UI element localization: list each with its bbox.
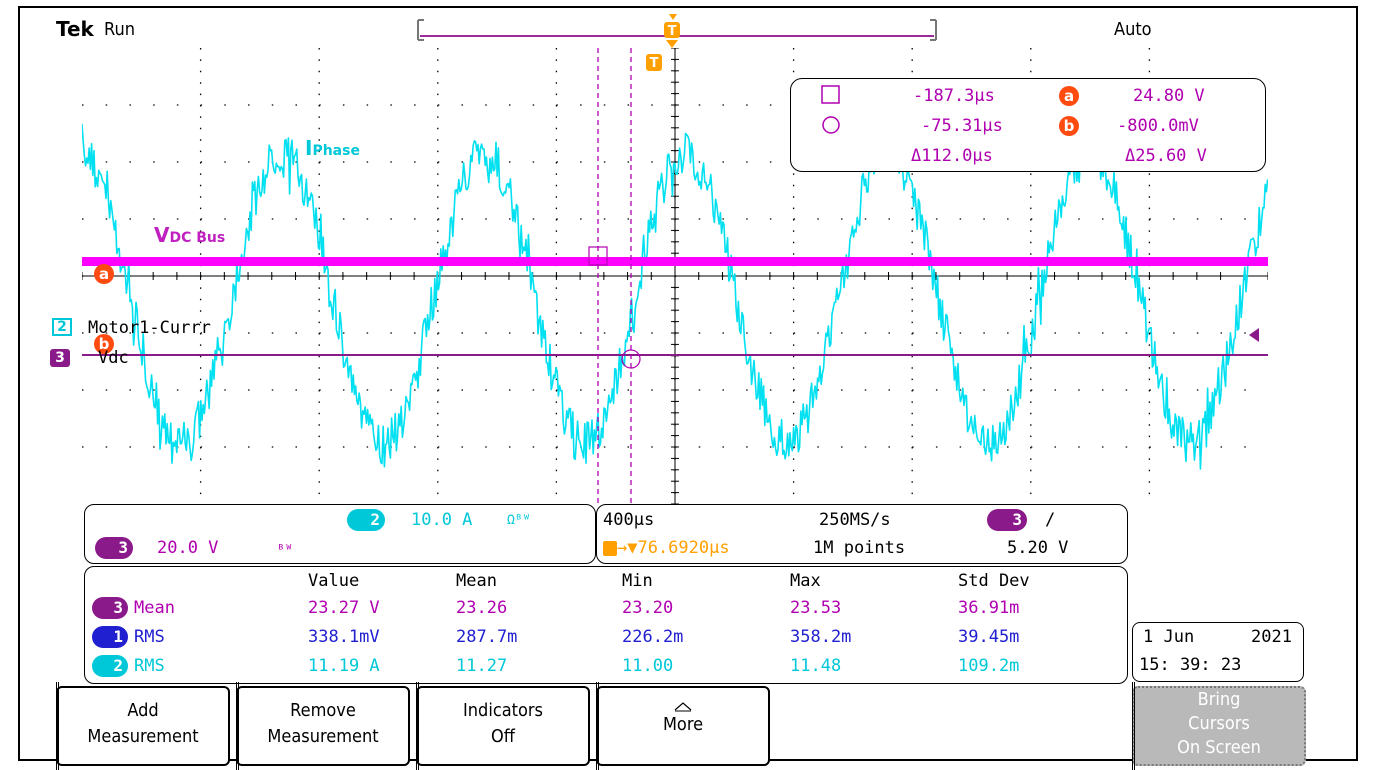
- remove-measurement-line1: Remove: [290, 700, 356, 721]
- ch2-scale[interactable]: 10.0 A: [411, 510, 473, 530]
- measurement-cell-mean: 11.27: [456, 656, 508, 676]
- bring-line2: Cursors: [1188, 713, 1250, 734]
- measurement-cell-mean: 287.7m: [456, 627, 518, 647]
- ch2-current-trace: [82, 123, 1268, 470]
- horizontal-scale[interactable]: 400μs: [603, 510, 655, 530]
- vdc-bus-label: VDC Bus: [154, 223, 226, 247]
- measurement-cell-std: 39.45m: [958, 627, 1020, 647]
- up-arrow-icon: [674, 702, 692, 712]
- measurement-cell-std: 36.91m: [958, 598, 1020, 618]
- ch2-badge[interactable]: 2: [347, 509, 385, 531]
- indicators-line2: Off: [491, 726, 515, 747]
- remove-measurement-button[interactable]: Remove Measurement: [236, 682, 410, 770]
- ch3-extra: ᴮᵂ: [277, 543, 293, 558]
- cursor-a-badge: a: [1059, 86, 1079, 106]
- measurement-header: Mean: [456, 571, 497, 591]
- timebase-panel: 400μs 250MS/s 3 / →▼76.6920μs 1M points …: [596, 504, 1128, 564]
- measurement-type: RMS: [134, 656, 165, 676]
- measurement-cell-mean: 23.26: [456, 598, 508, 618]
- measurement-cell-max: 23.53: [790, 598, 842, 618]
- measurement-channel-badge: 2: [92, 655, 128, 677]
- cursor-b-badge: b: [1059, 116, 1079, 136]
- square-cursor-icon: [821, 85, 840, 104]
- more-button[interactable]: More: [596, 682, 770, 770]
- trigger-marker: [646, 54, 662, 71]
- measurement-cell-max: 358.2m: [790, 627, 852, 647]
- ch2-extra: Ωᴮᵂ: [507, 513, 531, 528]
- bring-cursors-on-screen-button[interactable]: Bring Cursors On Screen: [1132, 682, 1306, 770]
- cursor-voltage-b: -800.0mV: [1117, 116, 1199, 136]
- indicators-button[interactable]: Indicators Off: [416, 682, 590, 770]
- trigger-level[interactable]: 5.20 V: [1007, 538, 1069, 558]
- channel-scale-panel: 2 10.0 A Ωᴮᵂ 3 20.0 V ᴮᵂ: [84, 504, 596, 564]
- ch2-ground-marker[interactable]: 2: [52, 318, 72, 336]
- trigger-slope-icon: /: [1045, 510, 1056, 530]
- measurements-panel: [84, 566, 1128, 684]
- measurement-type: Mean: [134, 598, 175, 618]
- cursor-delta-voltage: Δ25.60 V: [1125, 146, 1207, 166]
- measurement-header: Std Dev: [958, 571, 1030, 591]
- bring-line3: On Screen: [1177, 737, 1261, 758]
- acquisition-state: Run: [104, 19, 135, 40]
- ch3-ground-marker[interactable]: 3: [50, 349, 70, 367]
- brand-logo: Tek: [56, 17, 94, 41]
- more-label: More: [662, 714, 704, 735]
- datetime-panel: 1 Jun 2021 15: 39: 23: [1132, 622, 1304, 682]
- time: 15: 39: 23: [1139, 655, 1242, 675]
- measurement-header: Max: [790, 571, 821, 591]
- sample-rate: 250MS/s: [819, 510, 891, 530]
- add-measurement-line1: Add: [127, 700, 159, 721]
- iphase-label: IPhase: [305, 136, 360, 160]
- cursor-a-marker[interactable]: a: [94, 264, 114, 284]
- record-length: 1M points: [813, 538, 906, 558]
- measurement-cell-min: 226.2m: [622, 627, 684, 647]
- trigger-delay-icon: [603, 541, 617, 556]
- measurement-channel-badge: 1: [92, 626, 128, 648]
- trigger-position-icon: T: [664, 14, 680, 48]
- circle-cursor-icon: [822, 116, 840, 134]
- svg-text:T: T: [668, 24, 677, 39]
- measurement-cell-max: 11.48: [790, 656, 842, 676]
- cursor-time-2: -75.31μs: [921, 116, 1003, 136]
- ch2-name-label: Motor1-Currr: [88, 318, 211, 338]
- trigger-source-badge[interactable]: 3: [987, 509, 1027, 531]
- ch3-scale[interactable]: 20.0 V: [157, 538, 219, 558]
- cursor-readout-panel: -187.3μs -75.31μs Δ112.0μs a b 24.80 V -…: [790, 78, 1266, 172]
- measurement-cell-value: 338.1mV: [308, 627, 380, 647]
- measurement-cell-value: 23.27 V: [308, 598, 380, 618]
- cursor-circle-marker: [621, 349, 641, 369]
- add-measurement-line2: Measurement: [87, 726, 199, 747]
- cursor-voltage-a: 24.80 V: [1133, 86, 1205, 106]
- measurement-header: Min: [622, 571, 653, 591]
- trigger-delay[interactable]: →▼76.6920μs: [617, 538, 730, 558]
- measurement-type: RMS: [134, 627, 165, 647]
- cursor-b-marker[interactable]: b: [94, 334, 114, 354]
- measurement-cell-std: 109.2m: [958, 656, 1020, 676]
- measurement-header: Value: [308, 571, 360, 591]
- ch3-vdc-trace: [82, 257, 1268, 266]
- trigger-mode: Auto: [1114, 19, 1152, 40]
- cursor-delta-time: Δ112.0μs: [911, 146, 993, 166]
- trigger-level-icon: [1249, 328, 1259, 342]
- trigger-marker-label: T: [650, 56, 659, 71]
- measurement-cell-min: 23.20: [622, 598, 674, 618]
- measurement-cell-value: 11.19 A: [308, 656, 380, 676]
- bring-line1: Bring: [1197, 689, 1241, 710]
- remove-measurement-line2: Measurement: [267, 726, 379, 747]
- ch3-name-label: Vdc: [98, 348, 129, 368]
- measurement-channel-badge: 3: [92, 597, 128, 619]
- measurement-cell-min: 11.00: [622, 656, 674, 676]
- indicators-line1: Indicators: [463, 700, 543, 721]
- cursor-square-marker: [588, 246, 608, 266]
- add-measurement-button[interactable]: Add Measurement: [56, 682, 230, 770]
- waveform-display: T: [82, 48, 1268, 504]
- date: 1 Jun: [1143, 627, 1195, 647]
- year: 2021: [1251, 627, 1292, 647]
- ch3-badge[interactable]: 3: [95, 537, 133, 559]
- cursor-time-1: -187.3μs: [913, 86, 995, 106]
